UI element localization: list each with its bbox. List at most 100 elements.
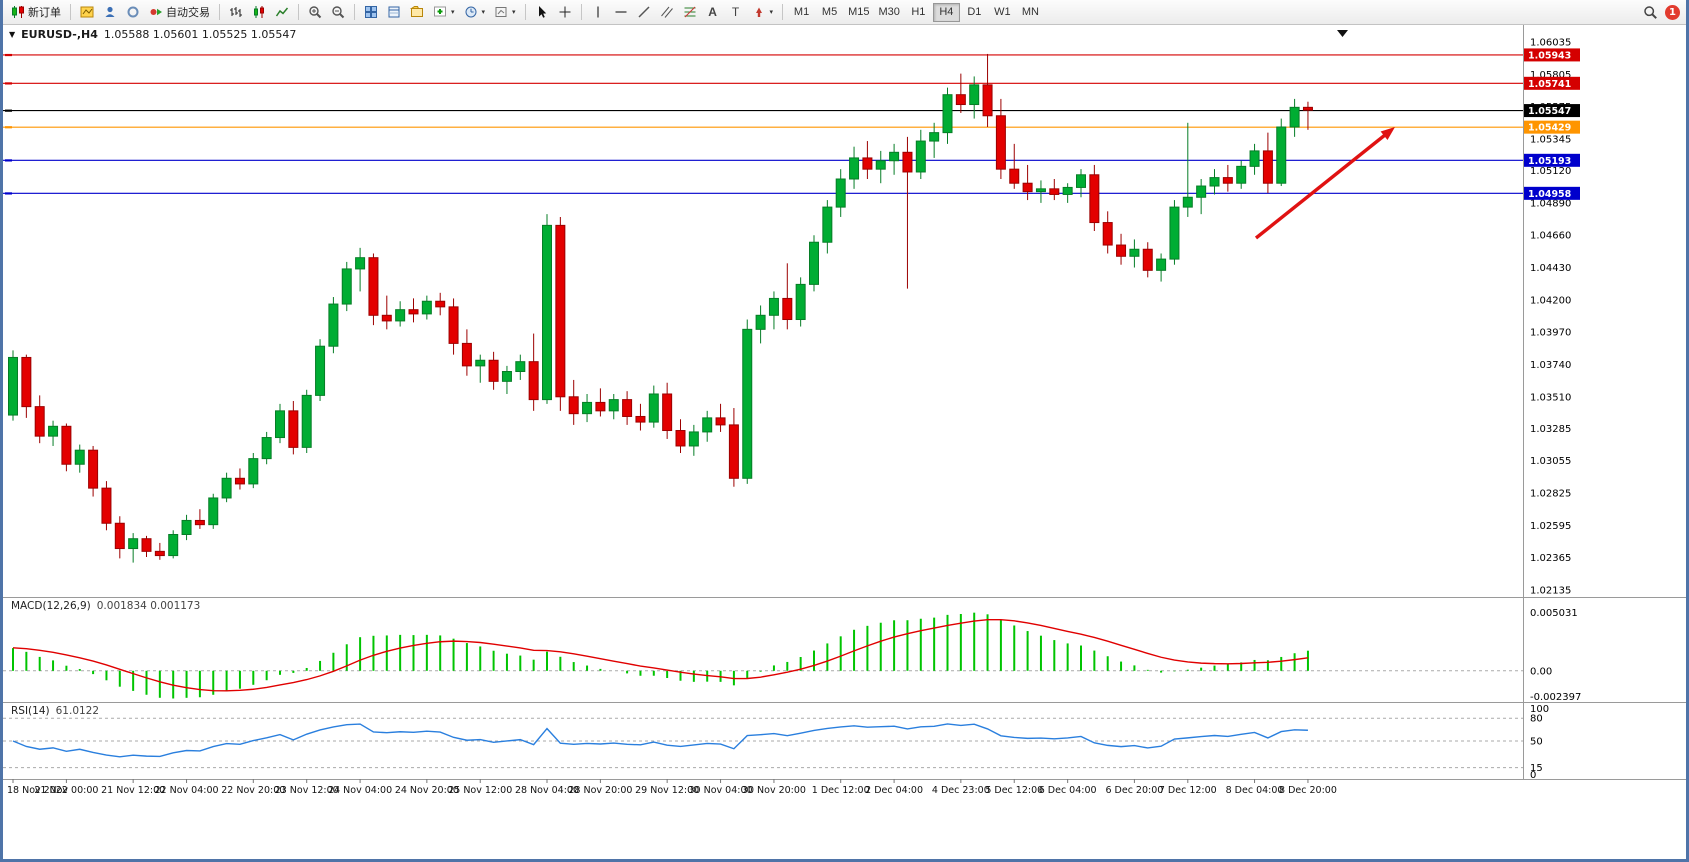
candle-body: [1076, 174, 1086, 188]
candle-body: [461, 342, 472, 367]
horizontal-line-icon: [615, 11, 627, 13]
candle-body: [955, 94, 966, 106]
candle-body: [1236, 165, 1247, 184]
templates-button[interactable]: ▾: [490, 2, 520, 23]
horizontal-line-tool-button[interactable]: [610, 2, 632, 23]
text-tool-button[interactable]: A: [702, 2, 724, 23]
vertical-line-tool-button[interactable]: [587, 2, 609, 23]
candle-body: [755, 314, 766, 330]
timeframe-h4-button[interactable]: H4: [932, 2, 960, 22]
candle-body: [568, 396, 579, 415]
macd-name: MACD(12,26,9): [11, 600, 91, 612]
candle-body: [1196, 185, 1207, 198]
candle-body: [1182, 196, 1193, 208]
symbol-dropdown-icon[interactable]: ▼: [9, 30, 16, 39]
price-axis[interactable]: 1.060351.058051.055751.053451.051201.048…: [1530, 38, 1571, 597]
candle-body: [1049, 188, 1060, 195]
notification-badge[interactable]: 1: [1665, 4, 1680, 20]
dropdown-caret-icon: ▾: [512, 9, 516, 16]
autotrading-button[interactable]: 自动交易: [145, 2, 214, 23]
trendline-tool-button[interactable]: [633, 2, 655, 23]
candle-body: [742, 328, 753, 479]
candle-body: [435, 300, 446, 308]
crosshair-icon: [559, 6, 571, 18]
svg-text:1.05193: 1.05193: [1528, 156, 1571, 167]
candle-body: [929, 132, 940, 142]
timeframe-m5-button[interactable]: M5: [816, 3, 843, 22]
candle-body: [969, 84, 980, 106]
candle-body: [88, 449, 99, 489]
search-button[interactable]: [1639, 2, 1662, 23]
toolbar-separator: [70, 4, 71, 20]
tile-windows-button[interactable]: [360, 2, 382, 23]
dropdown-caret-icon: ▾: [769, 9, 774, 16]
candle-body: [915, 140, 926, 173]
candle-body: [1302, 106, 1313, 111]
timeframe-w1-button[interactable]: W1: [989, 3, 1016, 22]
svg-text:8 Dec 20:00: 8 Dec 20:00: [1279, 785, 1337, 796]
level-handle: [5, 82, 12, 85]
rsi-value: 61.0122: [55, 705, 100, 717]
svg-text:100: 100: [1530, 704, 1549, 715]
svg-text:1.05429: 1.05429: [1528, 123, 1571, 134]
zoom-in-button[interactable]: [304, 2, 326, 23]
macd-signal-line: [12, 618, 1309, 692]
candle-body: [862, 157, 873, 170]
candle-body: [622, 399, 633, 417]
data-window-button[interactable]: [383, 2, 405, 23]
timeframe-d1-button[interactable]: D1: [961, 3, 988, 22]
candle-body: [662, 393, 673, 432]
svg-text:28 Nov 04:00: 28 Nov 04:00: [515, 785, 579, 796]
shift-end-marker[interactable]: [1337, 30, 1348, 37]
timeframe-m30-button[interactable]: M30: [874, 3, 903, 22]
trend-arrow-annotation[interactable]: [1254, 127, 1395, 240]
candle-body: [1142, 248, 1153, 271]
price-tag: [1524, 120, 1580, 134]
candle-body: [248, 458, 259, 485]
candle-body: [1009, 168, 1020, 184]
tile-windows-icon: [365, 6, 377, 18]
chart-window-button[interactable]: [76, 2, 98, 23]
cursor-button[interactable]: [531, 2, 553, 23]
chart-area[interactable]: 1.060351.058051.055751.053451.051201.048…: [3, 25, 1686, 859]
price-tag: [1524, 153, 1580, 167]
timeframe-m15-button[interactable]: M15: [844, 3, 873, 22]
channel-tool-button[interactable]: [656, 2, 678, 23]
periods-button[interactable]: ▾: [460, 2, 490, 23]
candle-body: [1116, 244, 1127, 257]
chart-canvas[interactable]: 1.060351.058051.055751.053451.051201.048…: [3, 25, 1686, 859]
indicators-button[interactable]: ▾: [429, 2, 459, 23]
arrow-head: [1380, 127, 1395, 141]
profiles-button[interactable]: [99, 2, 121, 23]
candle-body: [1249, 150, 1260, 167]
candle-body: [74, 449, 85, 465]
bars-chart-button[interactable]: [225, 2, 247, 23]
fibonacci-tool-button[interactable]: [679, 2, 701, 23]
price-tag: [1524, 186, 1580, 200]
market-watch-button[interactable]: [122, 2, 144, 23]
crosshair-button[interactable]: [554, 2, 576, 23]
svg-text:30 Nov 04:00: 30 Nov 04:00: [689, 785, 753, 796]
label-tool-button[interactable]: T: [725, 2, 747, 23]
candle-body: [728, 424, 739, 479]
rsi-line: [12, 723, 1308, 758]
svg-text:1.05345: 1.05345: [1530, 134, 1571, 145]
candle-body: [1022, 182, 1033, 193]
timeframe-mn-button[interactable]: MN: [1017, 3, 1044, 22]
candle-body: [21, 356, 32, 408]
arrows-tool-button[interactable]: ▾: [748, 2, 778, 23]
candle-body: [194, 519, 205, 526]
svg-text:4 Dec 23:00: 4 Dec 23:00: [932, 785, 990, 796]
line-chart-button[interactable]: [271, 2, 293, 23]
timeframe-h1-button[interactable]: H1: [905, 3, 932, 22]
navigator-button[interactable]: [406, 2, 428, 23]
svg-text:0: 0: [1530, 770, 1536, 781]
indicators-icon: [434, 6, 446, 17]
svg-text:15: 15: [1530, 763, 1543, 774]
zoom-out-button[interactable]: [327, 2, 349, 23]
svg-text:1.02365: 1.02365: [1530, 553, 1571, 564]
timeframe-m1-button[interactable]: M1: [788, 3, 815, 22]
candlestick-chart-button[interactable]: [248, 2, 270, 23]
new-order-button[interactable]: 新订单: [7, 2, 65, 23]
